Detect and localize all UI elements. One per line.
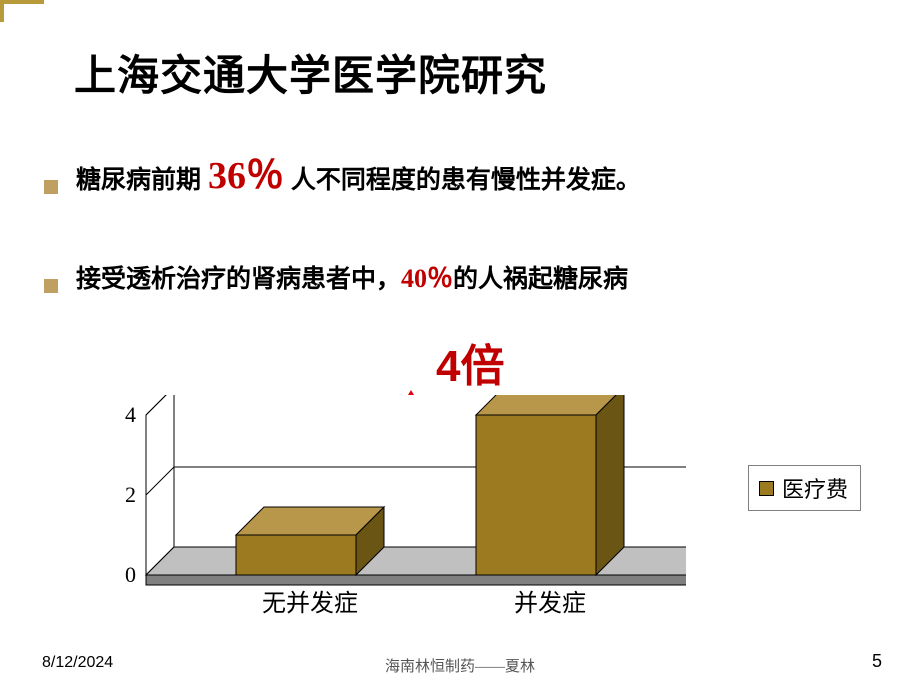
legend-swatch (759, 481, 774, 496)
chart-area: 4倍 024无并发症并发症 医疗费 (76, 340, 856, 650)
svg-text:0: 0 (125, 562, 136, 587)
svg-text:无并发症: 无并发症 (262, 590, 358, 617)
bullet-item: 糖尿病前期 36％ 人不同程度的患有慢性并发症。 (44, 150, 880, 203)
bullet-item: 接受透析治疗的肾病患者中，40％的人祸起糖尿病 (44, 261, 880, 297)
footer-page: 5 (872, 651, 882, 672)
footer-center: 海南林恒制药——夏林 (385, 655, 535, 676)
bullet-icon (44, 279, 58, 293)
svg-text:并发症: 并发症 (514, 590, 586, 617)
slide-title: 上海交通大学医学院研究 (74, 42, 547, 103)
bar-chart: 0 2 4 无并发症 并发症 (96, 395, 686, 625)
bullet-text: 接受透析治疗的肾病患者中，40％的人祸起糖尿病 (76, 261, 628, 297)
corner-decor (0, 0, 44, 22)
bullet-icon (44, 180, 58, 194)
footer-date: 8/12/2024 (42, 654, 113, 672)
svg-text:2: 2 (125, 482, 136, 507)
chart-legend: 医疗费 (748, 465, 861, 511)
bullet-list: 糖尿病前期 36％ 人不同程度的患有慢性并发症。接受透析治疗的肾病患者中，40％… (44, 150, 880, 356)
chart-svg: 0 2 4 无并发症 并发症 (96, 395, 686, 635)
bullet-text: 糖尿病前期 36％ 人不同程度的患有慢性并发症。 (76, 150, 641, 203)
svg-text:4: 4 (125, 402, 136, 427)
legend-label: 医疗费 (782, 472, 848, 504)
chart-annotation: 4倍 (436, 330, 504, 394)
